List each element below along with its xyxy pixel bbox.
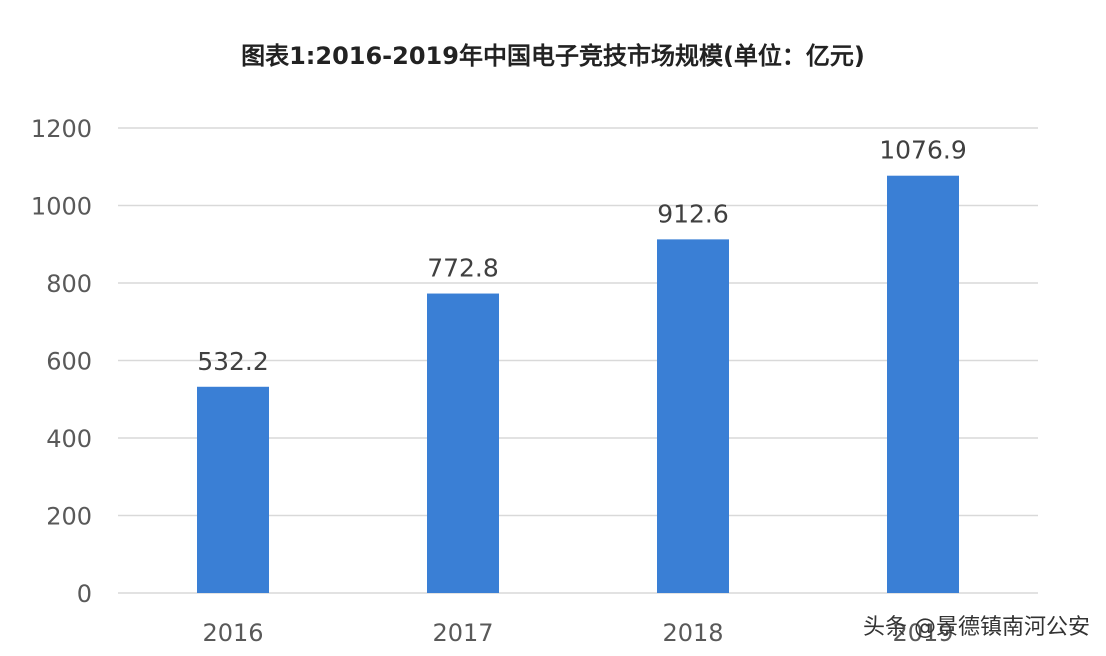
- x-tick-label-2016: 2016: [202, 619, 263, 647]
- data-label-2019: 1076.9: [879, 136, 966, 165]
- data-labels: 532.2 772.8 912.6 1076.9: [197, 136, 967, 376]
- bars: [197, 175, 959, 594]
- grid-lines: [118, 127, 1038, 594]
- y-tick-label: 400: [46, 425, 92, 453]
- y-tick-label: 200: [46, 503, 92, 531]
- x-tick-label-2018: 2018: [662, 619, 723, 647]
- y-tick-label: 0: [77, 580, 92, 608]
- bar-2018: [657, 239, 729, 593]
- bar-2019: [887, 175, 959, 594]
- data-label-2017: 772.8: [427, 254, 499, 283]
- x-tick-label-2017: 2017: [432, 619, 493, 647]
- y-axis-tick-labels: 0 200 400 600 800 1000 1200: [31, 115, 92, 608]
- data-label-2018: 912.6: [657, 199, 729, 228]
- x-tick-label-2019: 2019: [892, 619, 953, 647]
- watermark-text: 头条 @景德镇南河公安: [863, 615, 1090, 640]
- y-tick-label: 1000: [31, 193, 92, 221]
- x-axis-tick-labels: 2016 2017 2018 2019: [202, 619, 953, 647]
- bar-2016: [197, 386, 269, 593]
- y-tick-label: 1200: [31, 115, 92, 143]
- y-tick-label: 800: [46, 270, 92, 298]
- bar-2017: [427, 293, 499, 593]
- y-tick-label: 600: [46, 348, 92, 376]
- data-label-2016: 532.2: [197, 347, 269, 376]
- chart-title: 图表1:2016-2019年中国电子竞技市场规模(单位：亿元): [241, 42, 865, 70]
